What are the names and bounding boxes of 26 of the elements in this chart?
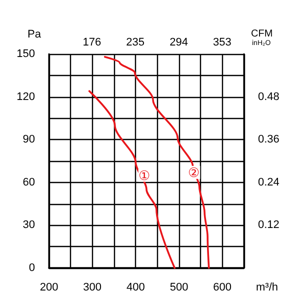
y2-tick-label: 0.36 (258, 134, 280, 146)
y-tick-label: 0 (28, 262, 35, 274)
x-tick-label: 500 (170, 282, 188, 294)
x-axis-title: m³/h (256, 282, 278, 294)
y2-tick-label: 0.24 (258, 176, 280, 188)
x-tick-label: 300 (83, 282, 102, 294)
annotation: ② (188, 164, 200, 180)
x2-tick-label: 176 (82, 36, 102, 48)
x2-tick-label: 235 (126, 36, 145, 48)
y-tick-label: 60 (22, 176, 35, 188)
y-tick-label: 90 (22, 134, 35, 146)
annotation: ① (138, 168, 150, 183)
y-axis-title: Pa (28, 28, 42, 40)
y-tick-label: 30 (22, 219, 35, 232)
x2-tick-label: 294 (170, 36, 188, 48)
y2-tick-label: 0.12 (258, 219, 280, 232)
y-tick-label: 120 (16, 90, 35, 103)
y2-tick-label: 0.48 (258, 90, 280, 103)
line-series (104, 56, 210, 269)
y-tick-label: 150 (16, 48, 35, 60)
x2-axis-title: CFM (251, 28, 273, 40)
x-tick-label: 600 (213, 282, 232, 294)
line-series (88, 90, 176, 269)
x-tick-label: 200 (40, 282, 58, 294)
x2-tick-label: 353 (213, 36, 232, 48)
x-tick-label: 400 (126, 282, 145, 294)
